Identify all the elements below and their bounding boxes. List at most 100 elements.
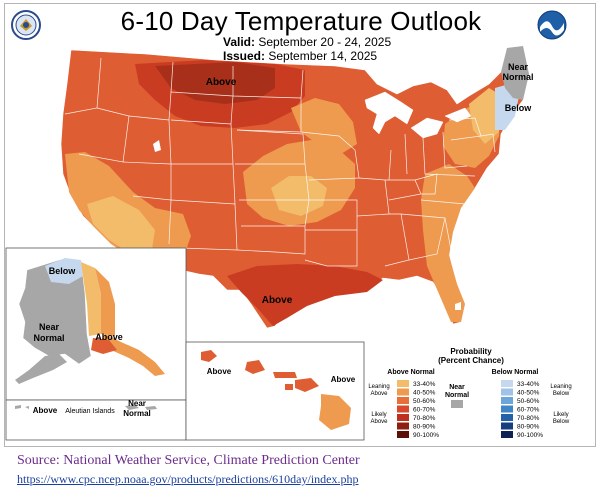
legend-above-swatch-0 — [397, 380, 409, 387]
conus-central-light-region — [271, 176, 327, 216]
state-borders — [64, 57, 496, 267]
issued-label: Issued: — [223, 49, 266, 63]
legend-below-label-4: 70-80% — [517, 415, 540, 422]
legend-above-label-3: 60-70% — [413, 407, 436, 414]
salt-lake — [153, 140, 161, 152]
alaska-above-region — [95, 268, 115, 336]
legend-below-swatch-5 — [501, 422, 513, 430]
legend-above-bins: 33-40% 40-50%50-60% 60-70%70-80% 80-90%90-1… — [397, 380, 439, 439]
legend-above-swatch-4 — [397, 414, 409, 421]
aleutian-near-normal-label-line2: Normal — [123, 409, 151, 418]
alaska-inset: Below Near Normal Above — [5, 247, 187, 401]
hawaii-molokai — [273, 372, 297, 378]
legend-below-swatch-1 — [501, 388, 513, 396]
legend-below-label-6: 90-100% — [517, 432, 543, 439]
legend-near-normal-swatch — [451, 400, 463, 408]
legend-above-label-4: 70-80% — [413, 415, 436, 422]
issued-date: Issued: September 14, 2025 — [223, 49, 377, 63]
legend-above-swatch-6 — [397, 431, 409, 438]
alaska-near-normal-label-line2: Normal — [33, 333, 64, 343]
hawaii-lanai — [285, 384, 293, 390]
conus-above-north-label: Above — [206, 77, 237, 88]
legend-below-label-2: 50-60% — [517, 398, 540, 405]
valid-label: Valid: — [223, 35, 256, 49]
outlook-map-frame: 6-10 Day Temperature Outlook Valid: Sept… — [4, 3, 596, 447]
ne-near-normal-label-line2: Normal — [502, 72, 533, 82]
ne-near-normal-label-line1: Near — [508, 62, 529, 72]
temperature-map: Above Above Near Normal Below Below Near… — [5, 45, 572, 441]
valid-dates: Valid: September 20 - 24, 2025 — [223, 35, 391, 49]
alaska-below-label: Below — [49, 266, 77, 276]
alaska-peninsula — [15, 354, 67, 384]
legend-above-label-5: 80-90% — [413, 424, 436, 431]
valid-value: September 20 - 24, 2025 — [258, 35, 392, 49]
legend-above-label-2: 50-60% — [413, 398, 436, 405]
source-credit: Source: National Weather Service, Climat… — [17, 453, 360, 468]
issued-value: September 14, 2025 — [268, 49, 378, 63]
aleutian-inset: Above Aleutian Islands Near Normal — [5, 399, 187, 441]
legend-above-label-6: 90-100% — [413, 432, 439, 439]
legend-below-swatch-2 — [501, 397, 513, 404]
legend-above-label-1: 40-50% — [413, 390, 436, 397]
conus-northeast-light-region — [469, 88, 499, 144]
alaska-above-core-region — [91, 338, 117, 354]
conus-southeast-lighter-region — [421, 164, 475, 322]
conus-above-south-label: Above — [262, 295, 293, 306]
commerce-seal-icon — [11, 10, 41, 40]
hawaii-kauai — [201, 350, 217, 362]
legend-leaning-below-line2: Below — [553, 391, 570, 397]
aleutian-islands-shapes — [15, 405, 157, 410]
legend-below-bins: 33-40% 40-50%50-60% 60-70%70-80% 80-90%90-1… — [501, 380, 543, 439]
legend-above-swatch-3 — [397, 405, 409, 413]
legend-leaning-below-line1: Leaning — [550, 384, 571, 390]
map-title: 6-10 Day Temperature Outlook — [120, 6, 482, 36]
lake-okeechobee — [455, 302, 461, 310]
source-link[interactable]: https://www.cpc.ncep.noaa.gov/products/p… — [17, 472, 359, 486]
conus-midwest-lighter-region — [291, 98, 357, 154]
conus-gulf-high-region — [227, 264, 383, 326]
alaska-above-label: Above — [95, 332, 123, 342]
legend-below-label-0: 33-40% — [517, 381, 540, 388]
hawaii-maui — [295, 378, 319, 392]
legend-below-label-1: 40-50% — [517, 390, 540, 397]
probability-legend: Probability (Percent Chance) Above Norma… — [368, 347, 571, 439]
hawaii-inset: Above Above — [185, 341, 365, 441]
noaa-logo-icon — [537, 10, 567, 40]
legend-below-header: Below Normal — [492, 369, 539, 376]
legend-above-label-0: 33-40% — [413, 381, 436, 388]
legend-likely-above-line2: Above — [370, 419, 388, 425]
alaska-below-region — [45, 258, 83, 284]
legend-below-swatch-3 — [501, 405, 513, 413]
legend-below-label-3: 60-70% — [517, 407, 540, 414]
aleutian-near-normal-label-line1: Near — [128, 399, 146, 408]
legend-likely-below-line1: Likely — [553, 412, 568, 418]
legend-near-label-line2: Normal — [445, 392, 469, 399]
legend-above-swatch-1 — [397, 388, 409, 396]
legend-leaning-above-line1: Leaning — [368, 384, 389, 390]
hawaii-oahu — [245, 360, 265, 374]
aleutian-above-label: Above — [33, 406, 58, 415]
legend-above-swatch-2 — [397, 397, 409, 404]
legend-leaning-above-line2: Above — [370, 391, 388, 397]
alaska-near-normal-label-line1: Near — [39, 322, 60, 332]
legend-subtitle: (Percent Chance) — [438, 356, 504, 365]
legend-likely-below-line2: Below — [553, 419, 570, 425]
legend-below-label-5: 80-90% — [517, 424, 540, 431]
hawaii-above-label-west: Above — [207, 367, 232, 376]
conus-north-core-region — [155, 62, 275, 104]
legend-above-swatch-5 — [397, 422, 409, 430]
legend-likely-above-line1: Likely — [371, 412, 386, 418]
legend-above-header: Above Normal — [387, 369, 435, 376]
aleutian-islands-label: Aleutian Islands — [65, 408, 115, 415]
ne-below-label: Below — [505, 103, 533, 113]
legend-below-swatch-4 — [501, 414, 513, 421]
hawaii-big-island — [319, 394, 351, 430]
legend-title: Probability — [450, 347, 492, 356]
legend-below-swatch-6 — [501, 431, 513, 438]
conus-near-normal-region — [501, 46, 529, 100]
legend-near-label-line1: Near — [449, 384, 465, 391]
hawaii-above-label-east: Above — [331, 375, 356, 384]
alaska-panhandle-region — [97, 334, 165, 376]
alaska-lighter-region — [81, 262, 101, 336]
conus-southwest-light-region — [87, 196, 155, 256]
